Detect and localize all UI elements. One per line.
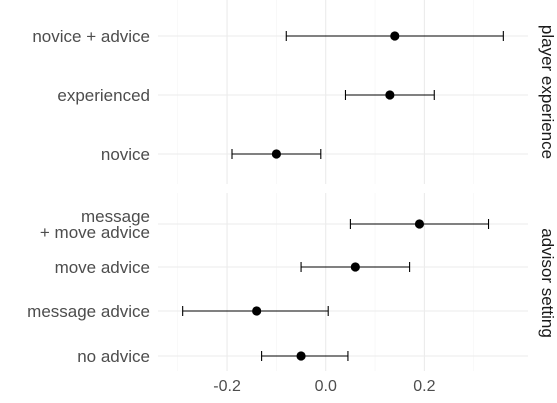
estimate-point [390, 31, 400, 41]
category-label: message + move advice [40, 207, 150, 242]
estimate-point [385, 90, 395, 100]
category-label: message advice [27, 302, 150, 321]
category-label: experienced [57, 86, 150, 105]
category-label: move advice [55, 258, 150, 277]
estimate-point [296, 351, 306, 361]
category-label: no advice [77, 347, 150, 366]
category-label: novice [101, 145, 150, 164]
x-tick-label: 0.2 [413, 378, 435, 395]
x-tick-label: 0.0 [315, 378, 337, 395]
estimate-point [414, 219, 425, 229]
facet-strip-label: player experience [538, 25, 557, 159]
facet-strip-label: advisor setting [538, 228, 557, 338]
x-tick-label: -0.2 [213, 378, 241, 395]
category-label: novice + advice [32, 27, 150, 46]
estimate-point [252, 306, 262, 316]
estimate-point [350, 262, 360, 272]
estimate-point [271, 149, 281, 159]
